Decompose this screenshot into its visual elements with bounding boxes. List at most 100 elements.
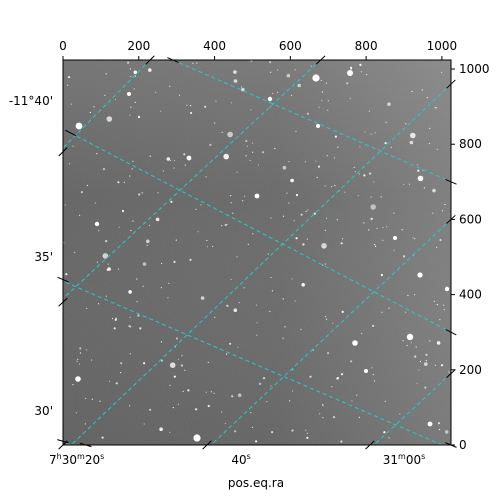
dec-tick-label: 30'	[34, 404, 53, 418]
star	[274, 147, 276, 150]
star	[129, 68, 131, 70]
star	[214, 316, 216, 318]
star	[177, 358, 180, 360]
star	[290, 178, 294, 183]
star	[340, 440, 343, 443]
star	[93, 106, 95, 108]
top-axis-tick-label: 1000	[427, 39, 458, 53]
star	[320, 79, 322, 82]
stars-layer	[63, 60, 450, 443]
star	[121, 209, 125, 213]
star	[173, 159, 176, 162]
star	[129, 353, 131, 355]
star	[334, 184, 336, 187]
star	[359, 63, 362, 66]
star	[226, 223, 228, 225]
grid-edge-tick	[57, 276, 69, 283]
star	[255, 304, 258, 306]
star	[117, 181, 120, 184]
star	[267, 253, 269, 255]
ra-tick-label: 31m00s	[383, 452, 426, 467]
star	[206, 246, 208, 248]
right-axis-tick-label: 1000	[459, 62, 490, 76]
star	[270, 385, 272, 387]
bright-star	[417, 272, 423, 278]
star	[424, 386, 427, 389]
ra-grid-line	[70, 83, 451, 445]
star	[282, 165, 287, 170]
star	[382, 239, 384, 241]
star	[340, 373, 344, 376]
star	[439, 319, 441, 321]
star	[444, 203, 446, 206]
star	[302, 243, 305, 246]
star	[344, 191, 346, 193]
star	[146, 244, 148, 246]
star	[157, 192, 159, 194]
grid-edge-tick	[57, 439, 69, 444]
star	[306, 432, 308, 434]
star	[270, 276, 272, 279]
star	[441, 210, 444, 212]
star	[130, 229, 132, 232]
star	[67, 84, 69, 86]
star	[327, 352, 330, 355]
star	[331, 186, 333, 188]
star	[414, 238, 416, 240]
star	[319, 413, 321, 415]
star	[238, 302, 240, 304]
star	[351, 400, 353, 402]
grid-edge-tick	[365, 440, 375, 450]
star	[215, 100, 217, 102]
star	[136, 301, 138, 303]
star	[179, 94, 181, 96]
star	[181, 355, 183, 357]
star	[251, 142, 254, 144]
star	[383, 431, 386, 434]
star	[205, 176, 207, 178]
right-pixel-axis: 0 200 400 600 800 1000	[451, 62, 490, 452]
star	[324, 185, 326, 187]
star	[226, 304, 229, 307]
star	[173, 375, 176, 378]
star	[127, 61, 130, 64]
star	[79, 352, 82, 354]
star	[289, 400, 291, 402]
star	[277, 69, 279, 71]
star	[412, 237, 414, 239]
star	[441, 71, 443, 73]
star	[139, 327, 142, 330]
star	[172, 407, 174, 409]
ra-tick-label: 7h30m20s	[49, 452, 104, 467]
wcs-grid	[63, 60, 451, 445]
star	[182, 390, 184, 392]
star	[269, 106, 272, 108]
star	[321, 243, 327, 249]
star	[75, 412, 77, 414]
grid-edge-tick	[315, 55, 326, 65]
star	[432, 212, 434, 214]
star	[354, 171, 356, 173]
star	[370, 196, 372, 198]
top-axis-tick-label: 200	[127, 39, 150, 53]
star	[361, 332, 363, 335]
star	[105, 240, 108, 243]
star	[74, 252, 76, 254]
star	[371, 367, 373, 369]
star	[91, 398, 93, 400]
star	[356, 394, 358, 396]
sky-image	[63, 60, 451, 445]
star	[321, 91, 323, 93]
star	[184, 164, 186, 166]
star	[133, 70, 138, 75]
star	[432, 188, 436, 193]
star	[411, 90, 413, 93]
star	[237, 346, 239, 348]
star	[381, 311, 383, 313]
bright-star	[267, 96, 273, 102]
star	[114, 98, 117, 101]
star	[229, 342, 232, 345]
star	[115, 382, 118, 385]
star	[393, 249, 395, 251]
